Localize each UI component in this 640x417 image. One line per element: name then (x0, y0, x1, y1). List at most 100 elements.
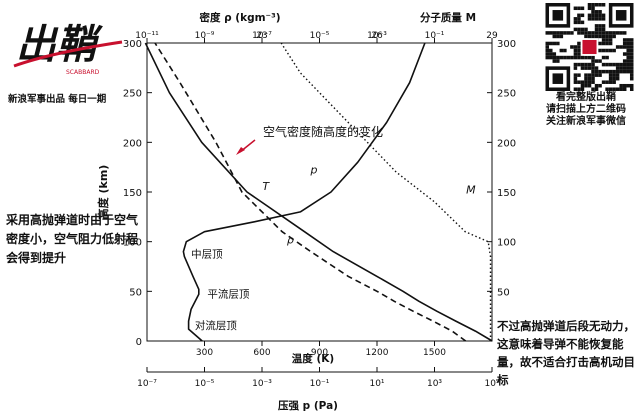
qr-module (629, 87, 634, 91)
right-y-tick-label: 100 (497, 238, 516, 249)
qr-module (594, 31, 599, 35)
qr-module (587, 13, 592, 18)
qr-module (629, 41, 634, 46)
qr-module (626, 66, 630, 70)
qr-code-graphic (545, 3, 634, 91)
right-note: 不过高抛弹道后段无动力，这意味着导弹不能恢复能量，故不适合打击高机动目标 (497, 319, 635, 387)
qr-module (594, 87, 599, 91)
qr-module (580, 83, 585, 88)
qr-module (577, 45, 581, 49)
density-tick-label: 10⁻¹ (425, 31, 445, 41)
y-tick-label: 250 (123, 89, 142, 100)
qr-module (598, 27, 602, 32)
qr-module (545, 55, 550, 60)
qr-module (573, 87, 578, 91)
qr-module (608, 62, 613, 67)
qr-module (577, 31, 581, 35)
qr-module (556, 55, 560, 60)
series-p-line (144, 42, 493, 342)
qr-module (591, 3, 595, 7)
qr-module (608, 41, 613, 46)
qr-module (584, 62, 588, 67)
qr-module (545, 31, 550, 35)
qr-module (601, 34, 606, 39)
qr-module (570, 31, 574, 35)
qr-module (591, 62, 595, 67)
qr-module (626, 83, 630, 88)
qr-module (566, 31, 571, 35)
qr-module (545, 52, 550, 56)
qr-caption-line: 看完整版出鞘 (556, 92, 616, 103)
qr-module (549, 52, 553, 56)
qr-module (587, 3, 592, 7)
density-tick-label: 10⁻¹¹ (135, 31, 159, 41)
pressure-tick-label: 10⁻¹ (310, 379, 330, 389)
qr-module (580, 62, 585, 67)
qr-caption-line: 请扫描上方二维码 (546, 104, 626, 115)
qr-module (612, 76, 616, 81)
layer-label: 平流层顶 (207, 287, 249, 300)
qr-module (612, 80, 616, 84)
qr-module (591, 10, 595, 14)
pressure-tick-label: 10¹ (369, 379, 384, 389)
qr-module (601, 80, 606, 84)
pressure-tick-label: 10³ (427, 379, 442, 389)
qr-module (605, 80, 609, 84)
qr-module (629, 73, 634, 77)
qr-module (584, 76, 588, 81)
temperature-tick-label: 600 (253, 348, 270, 358)
left-note: 采用高抛弹道时由于空气密度小，空气阻力低射程会得到提升 (6, 213, 139, 265)
qr-module (622, 87, 627, 91)
layer-label: 中层顶 (191, 248, 223, 261)
qr-code[interactable] (543, 3, 636, 91)
qr-module (549, 48, 553, 53)
plot-frame (146, 42, 493, 342)
qr-module (577, 20, 581, 25)
qr-module (591, 76, 595, 81)
qr-module (615, 69, 620, 74)
qr-module (598, 3, 602, 7)
series-label: p (309, 164, 317, 177)
qr-module (591, 59, 595, 63)
density-axis-title: 密度 ρ (kgm⁻³) (199, 11, 280, 24)
qr-module (608, 38, 613, 42)
qr-module (612, 34, 616, 39)
qr-module (556, 31, 560, 35)
shuqiao-logo: 出鞘 SCABBARD (12, 8, 124, 80)
qr-module (587, 55, 592, 60)
qr-module (552, 34, 557, 39)
temperature-tick-label: 900 (311, 348, 328, 358)
qr-module (629, 55, 634, 60)
qr-module (601, 55, 606, 60)
right-y-tick-label: 50 (497, 287, 510, 298)
qr-module (612, 48, 616, 53)
qr-module (598, 48, 602, 53)
qr-module (556, 41, 560, 46)
qr-module (573, 62, 578, 67)
qr-module (552, 55, 557, 60)
qr-module (605, 41, 609, 46)
series--line (154, 42, 467, 342)
qr-module (577, 62, 581, 67)
qr-module (622, 31, 627, 35)
qr-module (601, 3, 606, 7)
qr-module (577, 27, 581, 32)
qr-module (605, 34, 609, 39)
qr-module (598, 13, 602, 18)
series-label: M (466, 184, 476, 197)
qr-module (594, 10, 599, 14)
qr-module (629, 48, 634, 53)
series-label: T (262, 180, 270, 193)
qr-module (612, 87, 616, 91)
qr-module (594, 3, 599, 7)
qr-module (629, 38, 634, 42)
qr-module (573, 45, 578, 49)
molar_mass-tick-label: 29 (486, 31, 498, 41)
qr-module (605, 55, 609, 60)
qr-module (556, 59, 560, 63)
qr-module (594, 34, 599, 39)
qr-module (619, 87, 623, 91)
qr-module (612, 73, 616, 77)
qr-module (626, 41, 630, 46)
